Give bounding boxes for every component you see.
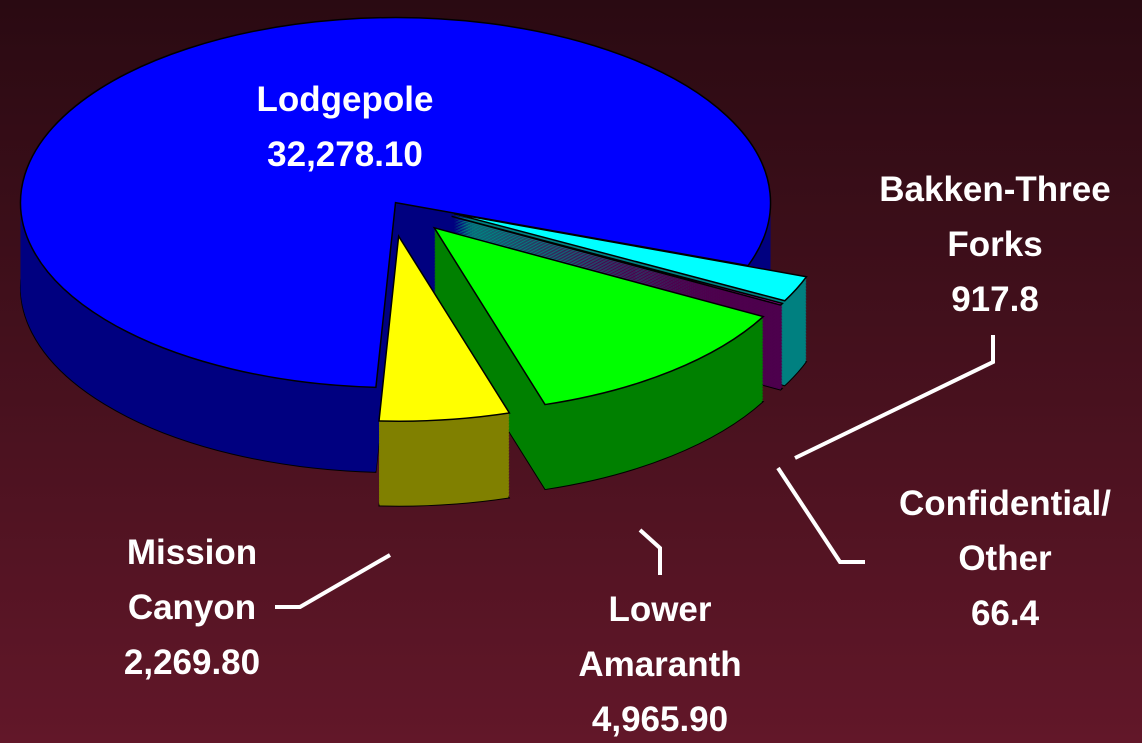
slice-side [451, 230, 783, 320]
leader-line [638, 528, 662, 575]
value-label: 917.8 [951, 280, 1039, 319]
leader-line [776, 466, 865, 564]
slice [19, 16, 772, 389]
slice [432, 226, 765, 406]
leader-line [794, 335, 995, 460]
category-label: Mission Canyon [126, 533, 258, 627]
slices [19, 16, 808, 507]
slice [453, 212, 808, 302]
slice-side [451, 221, 783, 311]
slice [378, 233, 511, 422]
slice-label: Bakken-Three Forks 917.8 [845, 162, 1142, 327]
slice-side [451, 229, 783, 319]
slice-side [451, 220, 783, 310]
value-label: 2,269.80 [123, 643, 261, 682]
slice-side [451, 227, 783, 317]
slice-side [451, 224, 783, 314]
value-label: 32,278.10 [267, 135, 423, 174]
category-label: Lower Amaranth [578, 590, 742, 684]
slice-label: Mission Canyon 2,269.80 [82, 525, 302, 690]
slice-label: Confidential/ Other 66.4 [870, 476, 1140, 641]
category-label: Confidential/ Other [899, 484, 1111, 578]
slice-side [451, 226, 783, 316]
category-label: Bakken-Three Forks [879, 170, 1111, 264]
leader-line [275, 553, 392, 609]
slice [451, 215, 784, 306]
value-label: 66.4 [970, 594, 1040, 633]
slice-side [451, 218, 783, 308]
value-label: 4,965.90 [591, 700, 729, 739]
leader-lines [275, 335, 995, 609]
slice-label: Lower Amaranth 4,965.90 [550, 582, 770, 743]
slice-label: Lodgepole 32,278.10 [145, 72, 545, 182]
slice-side [451, 223, 783, 313]
category-label: Lodgepole [256, 80, 434, 119]
